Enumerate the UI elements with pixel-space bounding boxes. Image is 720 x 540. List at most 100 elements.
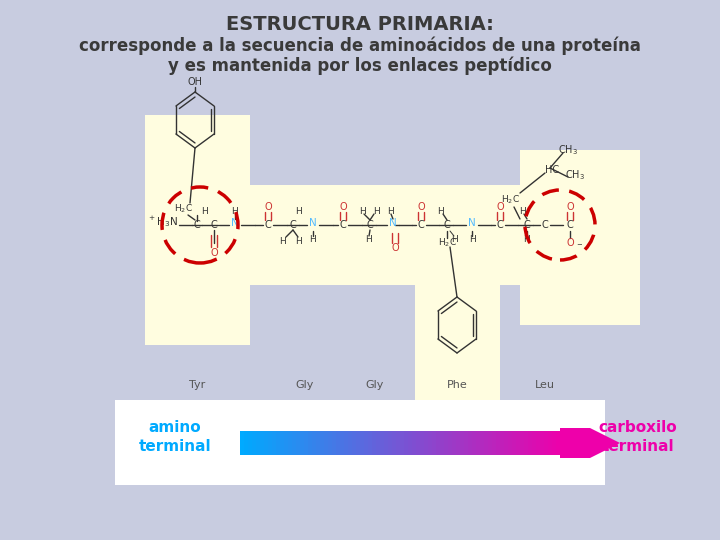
Bar [415, 285, 500, 425]
Text: C: C [523, 220, 531, 230]
Bar [145, 115, 250, 345]
Text: O: O [496, 202, 504, 212]
Bar [460, 431, 465, 455]
Bar [388, 431, 393, 455]
Text: Gly: Gly [366, 380, 384, 390]
Bar [420, 431, 425, 455]
Text: O: O [566, 238, 574, 248]
Text: O: O [417, 202, 425, 212]
Bar [356, 431, 361, 455]
Bar [504, 431, 509, 455]
Text: H: H [518, 206, 526, 215]
Bar [380, 431, 385, 455]
Bar [436, 431, 441, 455]
Text: N: N [389, 218, 397, 228]
Text: OH: OH [187, 77, 202, 87]
Bar [264, 431, 269, 455]
Text: H$_2$C: H$_2$C [438, 237, 456, 249]
Bar [280, 431, 285, 455]
Bar [328, 431, 333, 455]
Text: ESTRUCTURA PRIMARIA:: ESTRUCTURA PRIMARIA: [226, 16, 494, 35]
Text: H: H [232, 206, 238, 215]
Bar [452, 431, 457, 455]
Text: H: H [438, 206, 444, 215]
Text: $^{-}$: $^{-}$ [577, 242, 583, 252]
Bar [396, 431, 401, 455]
Bar [556, 431, 561, 455]
Text: H: H [294, 207, 302, 217]
Bar [508, 431, 513, 455]
Bar [384, 431, 389, 455]
Bar [464, 431, 469, 455]
Bar [468, 431, 473, 455]
Text: O: O [566, 202, 574, 212]
Bar [484, 431, 489, 455]
Text: C: C [211, 220, 217, 230]
Bar [304, 431, 309, 455]
Bar [444, 431, 449, 455]
Text: H: H [469, 234, 475, 244]
Bar [244, 431, 249, 455]
Text: H: H [523, 234, 531, 244]
Bar [260, 431, 265, 455]
Text: C: C [265, 220, 271, 230]
Bar [276, 431, 281, 455]
Text: Gly: Gly [296, 380, 314, 390]
Bar [476, 431, 481, 455]
Text: CH$_3$: CH$_3$ [558, 143, 578, 157]
Bar [488, 431, 493, 455]
Bar [480, 431, 485, 455]
Bar [524, 431, 529, 455]
Bar [296, 431, 301, 455]
Bar [424, 431, 429, 455]
Bar [500, 431, 505, 455]
Text: HC: HC [545, 165, 559, 175]
Text: H: H [364, 234, 372, 244]
Bar [340, 431, 345, 455]
Bar [300, 431, 305, 455]
Bar [496, 431, 501, 455]
Bar [516, 431, 521, 455]
Bar [432, 431, 437, 455]
Bar [344, 431, 349, 455]
Text: C: C [194, 220, 200, 230]
Bar [348, 431, 353, 455]
Text: amino
terminal: amino terminal [139, 420, 211, 454]
Text: O: O [339, 202, 347, 212]
Bar [268, 431, 273, 455]
Bar [332, 431, 337, 455]
Bar [284, 431, 289, 455]
Text: carboxilo
terminal: carboxilo terminal [599, 420, 678, 454]
Bar [400, 431, 405, 455]
Text: $^+$H$_3$N: $^+$H$_3$N [147, 214, 178, 230]
Text: C: C [340, 220, 346, 230]
FancyArrow shape [560, 428, 620, 458]
Bar [248, 431, 253, 455]
Text: H: H [279, 237, 287, 246]
Bar [512, 431, 517, 455]
Text: O: O [264, 202, 272, 212]
Text: H: H [296, 237, 302, 246]
Text: H: H [310, 234, 316, 244]
Text: O: O [210, 248, 218, 258]
Bar [252, 431, 257, 455]
Text: N: N [468, 218, 476, 228]
Text: O: O [391, 243, 399, 253]
Text: H: H [359, 206, 365, 215]
Bar [412, 431, 417, 455]
Bar [428, 431, 433, 455]
Bar [316, 431, 321, 455]
Bar [544, 431, 549, 455]
Bar [292, 431, 297, 455]
Bar [324, 431, 329, 455]
Bar [336, 431, 341, 455]
Text: C: C [497, 220, 503, 230]
Bar [532, 431, 537, 455]
Bar [240, 431, 245, 455]
Bar [352, 431, 357, 455]
Bar [520, 150, 640, 325]
Bar [472, 431, 477, 455]
Text: H: H [451, 234, 459, 244]
Bar [320, 431, 325, 455]
Text: corresponde a la secuencia de aminoácidos de una proteína: corresponde a la secuencia de aminoácido… [79, 37, 641, 55]
